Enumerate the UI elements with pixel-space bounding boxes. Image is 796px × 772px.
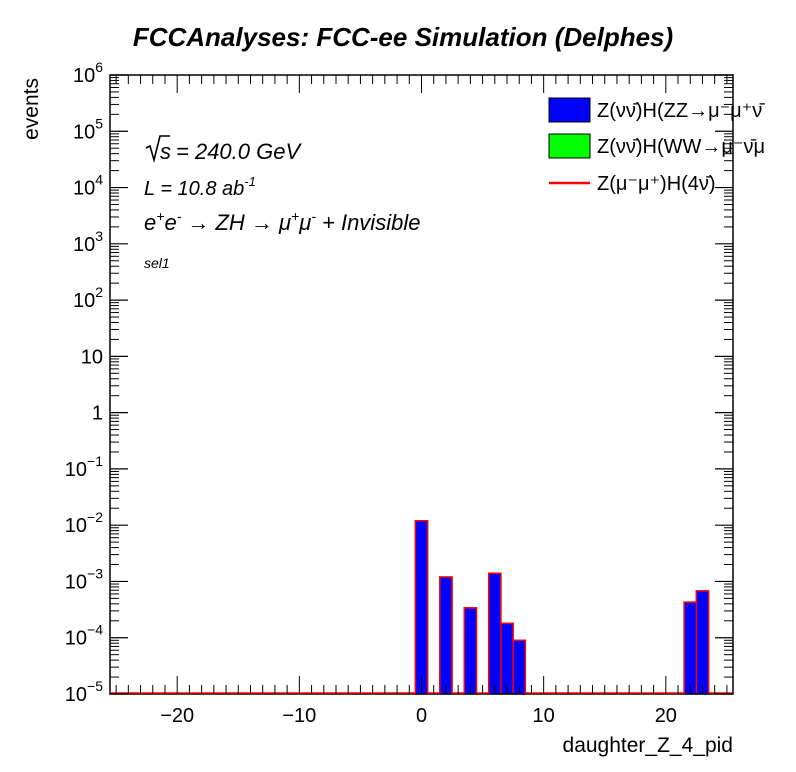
y-tick-label: 1 xyxy=(92,403,103,425)
luminosity-annotation: L = 10.8 ab-1 xyxy=(144,174,256,200)
y-tick-label: 105 xyxy=(73,115,103,143)
x-tick-label: −20 xyxy=(160,705,194,727)
process-e: e xyxy=(144,210,156,235)
selection-annotation: sel1 xyxy=(144,255,170,271)
histogram-bar xyxy=(414,520,429,695)
legend-swatch xyxy=(548,97,591,123)
y-tick-label: 104 xyxy=(73,172,103,200)
chart-title: FCCAnalyses: FCC-ee Simulation (Delphes) xyxy=(133,22,673,52)
luminosity-exponent: -1 xyxy=(244,174,256,189)
plot-annotations: s = 240.0 GeV L = 10.8 ab-1 e+e- → ZH → μ… xyxy=(144,135,420,271)
y-tick-label: 102 xyxy=(73,284,103,312)
legend-label: Z(νν̄)H(WW→μ⁻ν̄μ xyxy=(597,136,765,158)
legend-swatch xyxy=(548,133,591,159)
process-post: + Invisible xyxy=(322,210,420,235)
histogram-baseline xyxy=(110,519,733,694)
x-axis-label: daughter_Z_4_pid xyxy=(563,734,733,757)
sqrt-s-letter: s xyxy=(160,139,171,164)
histogram-bar xyxy=(500,622,514,695)
process-mid: → ZH → μ xyxy=(187,210,291,235)
luminosity-text: L = 10.8 ab xyxy=(144,178,244,200)
histogram-bar xyxy=(488,572,502,695)
line-series-outline xyxy=(110,519,733,694)
y-tick-label: 10 xyxy=(81,346,103,368)
y-tick-label: 10−3 xyxy=(65,565,103,593)
y-tick-label: 103 xyxy=(73,228,103,256)
y-tick-label: 106 xyxy=(73,59,103,87)
x-tick-label: 20 xyxy=(655,705,677,727)
x-axis-ticks: −20 −10 0 10 20 xyxy=(115,75,728,727)
y-tick-label: 10−1 xyxy=(65,453,103,481)
legend: Z(νν̄)H(ZZ→μ⁻μ⁺ν̄ Z(νν̄)H(WW→μ⁻ν̄μ Z(μ⁻μ⁺)… xyxy=(548,97,765,195)
legend-label: Z(μ⁻μ⁺)H(4ν̄) xyxy=(597,173,716,195)
y-axis-label: events xyxy=(20,78,43,140)
y-tick-label: 10−5 xyxy=(65,678,103,706)
sqrt-symbol-icon xyxy=(145,135,170,164)
y-tick-label: 10−2 xyxy=(65,509,103,537)
process-annotation: e+e- → ZH → μ+μ- + Invisible xyxy=(144,208,420,235)
histogram-bar xyxy=(439,576,453,695)
histogram-bar xyxy=(695,590,710,695)
y-tick-label: 10−4 xyxy=(65,622,103,650)
x-tick-label: 10 xyxy=(533,705,555,727)
x-tick-label: 0 xyxy=(416,705,427,727)
sqrt-s-value: = 240.0 GeV xyxy=(176,139,302,164)
sqrt-s-annotation: s = 240.0 GeV xyxy=(145,135,302,164)
x-tick-label: −10 xyxy=(282,705,316,727)
histogram-bar xyxy=(463,607,478,695)
histogram-bar xyxy=(683,601,697,695)
legend-label: Z(νν̄)H(ZZ→μ⁻μ⁺ν̄ xyxy=(597,100,765,122)
